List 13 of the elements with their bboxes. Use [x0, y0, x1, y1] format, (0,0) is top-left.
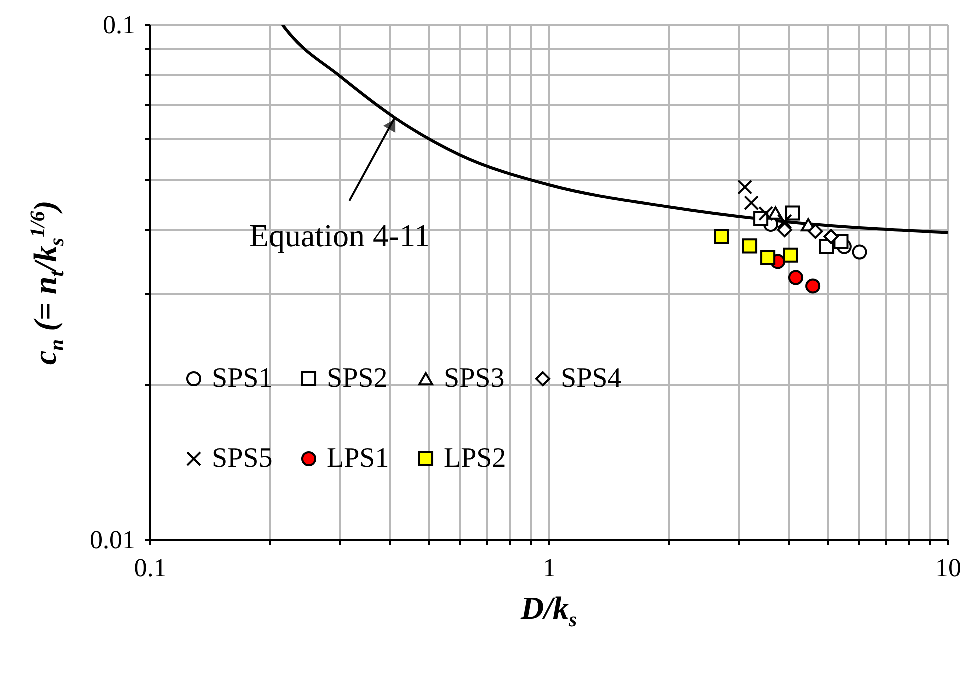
legend-label: SPS3 — [444, 363, 505, 394]
x-tick-label: 10 — [936, 554, 962, 582]
x-tick-label: 0.1 — [134, 554, 167, 582]
legend-label: LPS1 — [327, 443, 390, 474]
legend-label: LPS2 — [444, 443, 506, 474]
legend-label: SPS4 — [561, 363, 622, 394]
legend-label: SPS1 — [212, 363, 273, 394]
y-tick-label: 0.01 — [90, 526, 136, 554]
legend-label: SPS5 — [212, 443, 273, 474]
legend-label: SPS2 — [327, 363, 388, 394]
annotation: Equation 4-11 — [249, 218, 430, 254]
x-tick-label: 1 — [543, 554, 556, 582]
x-axis-title: D/k$_{s}$ — [521, 590, 578, 632]
